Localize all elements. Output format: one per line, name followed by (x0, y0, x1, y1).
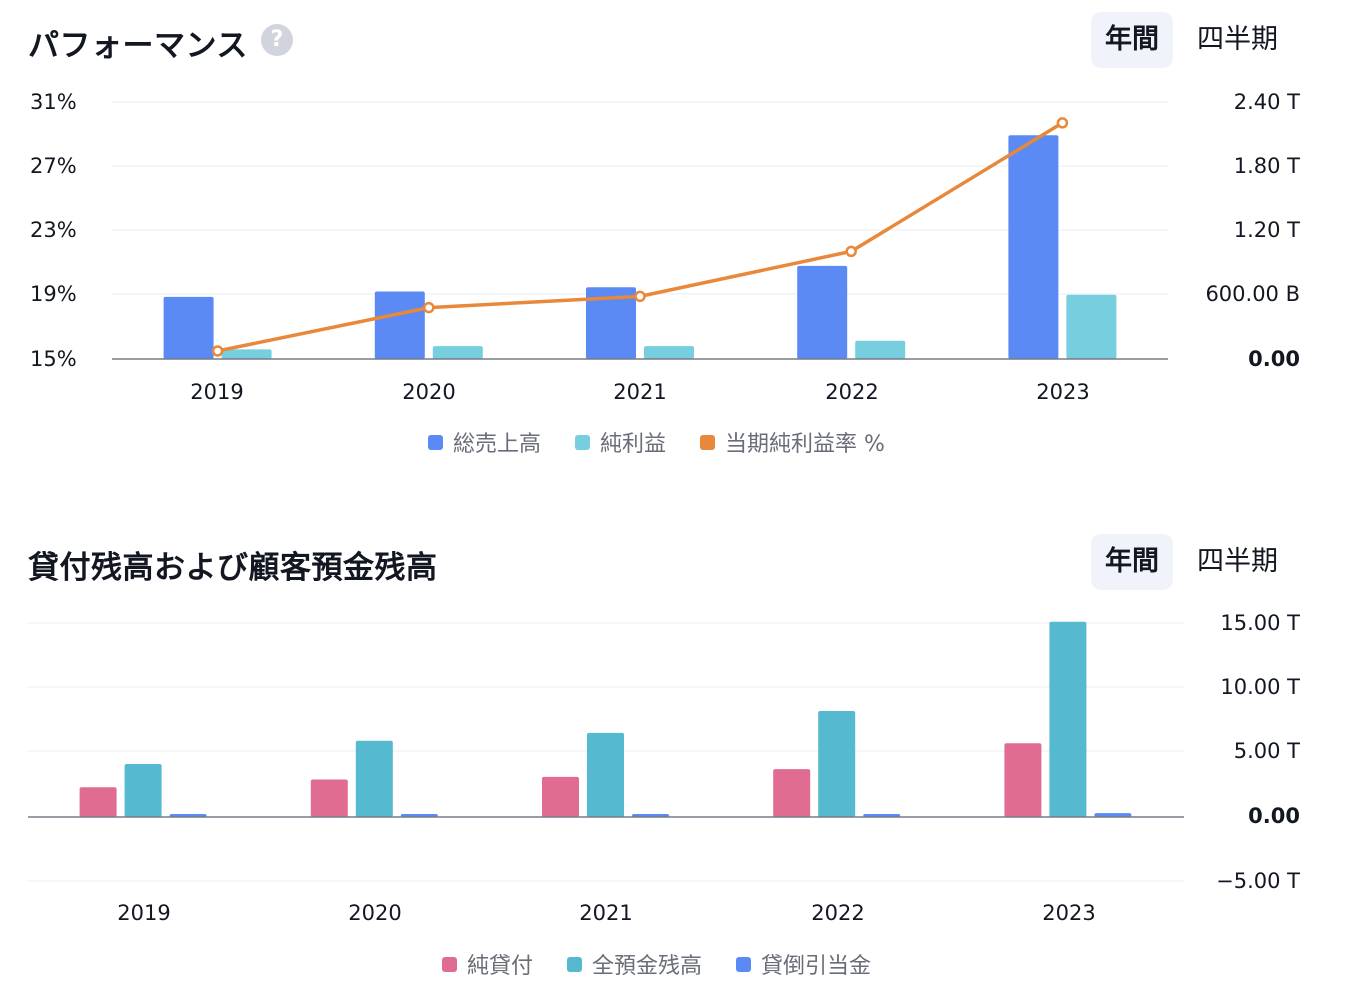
perf-right-tick: 0.00 (1248, 347, 1300, 371)
net-income-bar (1066, 294, 1117, 359)
revenue-bar (586, 287, 636, 359)
loan-x-tick: 2020 (348, 901, 401, 925)
net-margin-point (423, 301, 435, 314)
legend-swatch (736, 956, 752, 972)
net-income-bar (855, 340, 906, 359)
net-income-bar (644, 346, 694, 359)
legend-item-total-deposits[interactable]: 全預金残高 (567, 948, 702, 980)
loans-period-toggle: 年間 四半期 (1091, 534, 1292, 590)
legend-swatch (575, 434, 591, 450)
legend-item-net-income[interactable]: 純利益 (575, 426, 666, 458)
net-loans-bar (310, 779, 348, 817)
perf-right-tick: 1.80 T (1234, 154, 1300, 178)
annual-button[interactable]: 年間 (1091, 12, 1173, 68)
perf-x-tick: 2021 (613, 380, 666, 404)
perf-left-tick: 23% (30, 218, 77, 242)
net-income-bar (221, 349, 272, 359)
net-margin-point (1056, 117, 1069, 129)
total-deposits-bar (818, 710, 856, 817)
loan-x-tick: 2022 (811, 901, 864, 925)
perf-right-axis: 2.40 T 1.80 T 1.20 T 600.00 B 0.00 (1205, 90, 1300, 371)
legend-label: 純貸付 (467, 954, 534, 979)
perf-margin-line (211, 117, 1069, 357)
legend-swatch (567, 956, 583, 972)
legend-label: 純利益 (600, 432, 667, 457)
loan-right-tick: −5.00 T (1216, 869, 1300, 893)
perf-x-axis: 2019 2020 2021 2022 2023 (190, 380, 1089, 404)
perf-bars (163, 135, 1117, 359)
legend-label: 総売上高 (453, 432, 542, 457)
loan-right-tick: 0.00 (1248, 804, 1300, 828)
revenue-bar (1008, 135, 1059, 359)
perf-x-tick: 2023 (1036, 380, 1089, 404)
net-loans-bar (773, 769, 811, 817)
loan-right-tick: 10.00 T (1220, 675, 1300, 699)
loan-bars (79, 621, 1132, 817)
quarterly-button[interactable]: 四半期 (1197, 546, 1278, 577)
total-deposits-bar (355, 740, 393, 817)
perf-x-tick: 2020 (402, 380, 455, 404)
loan-right-axis: 15.00 T 10.00 T 5.00 T 0.00 −5.00 T (1216, 611, 1300, 893)
loan-right-tick: 5.00 T (1234, 739, 1300, 763)
perf-x-tick: 2019 (190, 380, 243, 404)
performance-title: パフォーマンス (28, 28, 248, 64)
perf-left-tick: 19% (30, 282, 77, 306)
revenue-bar (374, 291, 425, 359)
legend-label: 全預金残高 (592, 954, 703, 979)
perf-left-tick: 27% (30, 154, 77, 178)
legend-label: 当期純利益率 % (725, 432, 885, 457)
legend-swatch (442, 956, 457, 972)
loan-x-axis: 2019 2020 2021 2022 2023 (117, 901, 1095, 925)
loans-chart: 15.00 T 10.00 T 5.00 T 0.00 −5.00 T 2019… (28, 611, 1300, 925)
perf-left-tick: 15% (30, 347, 77, 371)
perf-x-tick: 2022 (825, 380, 878, 404)
revenue-bar (163, 296, 214, 359)
net-loans-bar (79, 787, 117, 817)
perf-right-tick: 600.00 B (1205, 282, 1300, 306)
help-icon[interactable]: ? (261, 24, 293, 56)
total-deposits-bar (124, 763, 162, 817)
legend-item-revenue[interactable]: 総売上高 (428, 426, 541, 458)
legend-item-net-loans[interactable]: 純貸付 (442, 948, 533, 980)
net-income-bar (432, 346, 483, 359)
loans-legend: 純貸付 全預金残高 貸倒引当金 (442, 948, 871, 980)
loan-x-tick: 2023 (1042, 901, 1095, 925)
total-deposits-bar (587, 732, 624, 817)
loans-title: 貸付残高および顧客預金残高 (28, 550, 438, 586)
perf-right-tick: 2.40 T (1234, 90, 1300, 114)
loan-x-tick: 2019 (117, 901, 170, 925)
perf-right-tick: 1.20 T (1234, 218, 1300, 242)
quarterly-button[interactable]: 四半期 (1197, 24, 1278, 55)
loan-grid (28, 622, 1184, 882)
net-loans-bar (542, 776, 579, 817)
net-margin-point (634, 290, 646, 303)
legend-item-net-margin[interactable]: 当期純利益率 % (700, 426, 885, 458)
legend-item-loan-loss-allowance[interactable]: 貸倒引当金 (736, 948, 871, 980)
annual-button[interactable]: 年間 (1091, 534, 1173, 590)
legend-swatch (428, 434, 443, 450)
loan-right-tick: 15.00 T (1220, 611, 1300, 635)
net-margin-line (217, 121, 1064, 353)
legend-label: 貸倒引当金 (761, 954, 872, 979)
net-loans-bar (1004, 743, 1042, 817)
performance-legend: 総売上高 純利益 当期純利益率 % (428, 426, 885, 458)
performance-period-toggle: 年間 四半期 (1091, 12, 1292, 68)
loan-x-tick: 2021 (579, 901, 632, 925)
total-deposits-bar (1049, 621, 1087, 817)
legend-swatch (700, 434, 716, 450)
revenue-bar (797, 265, 848, 359)
net-margin-point (845, 245, 857, 258)
perf-left-tick: 31% (30, 90, 77, 114)
net-margin-point (211, 345, 224, 357)
loan-loss-allowance-bar (1094, 813, 1132, 817)
performance-chart: 31% 27% 23% 19% 15% 2.40 T 1.80 T 1.20 T… (30, 90, 1300, 404)
perf-left-axis: 31% 27% 23% 19% 15% (30, 90, 77, 371)
